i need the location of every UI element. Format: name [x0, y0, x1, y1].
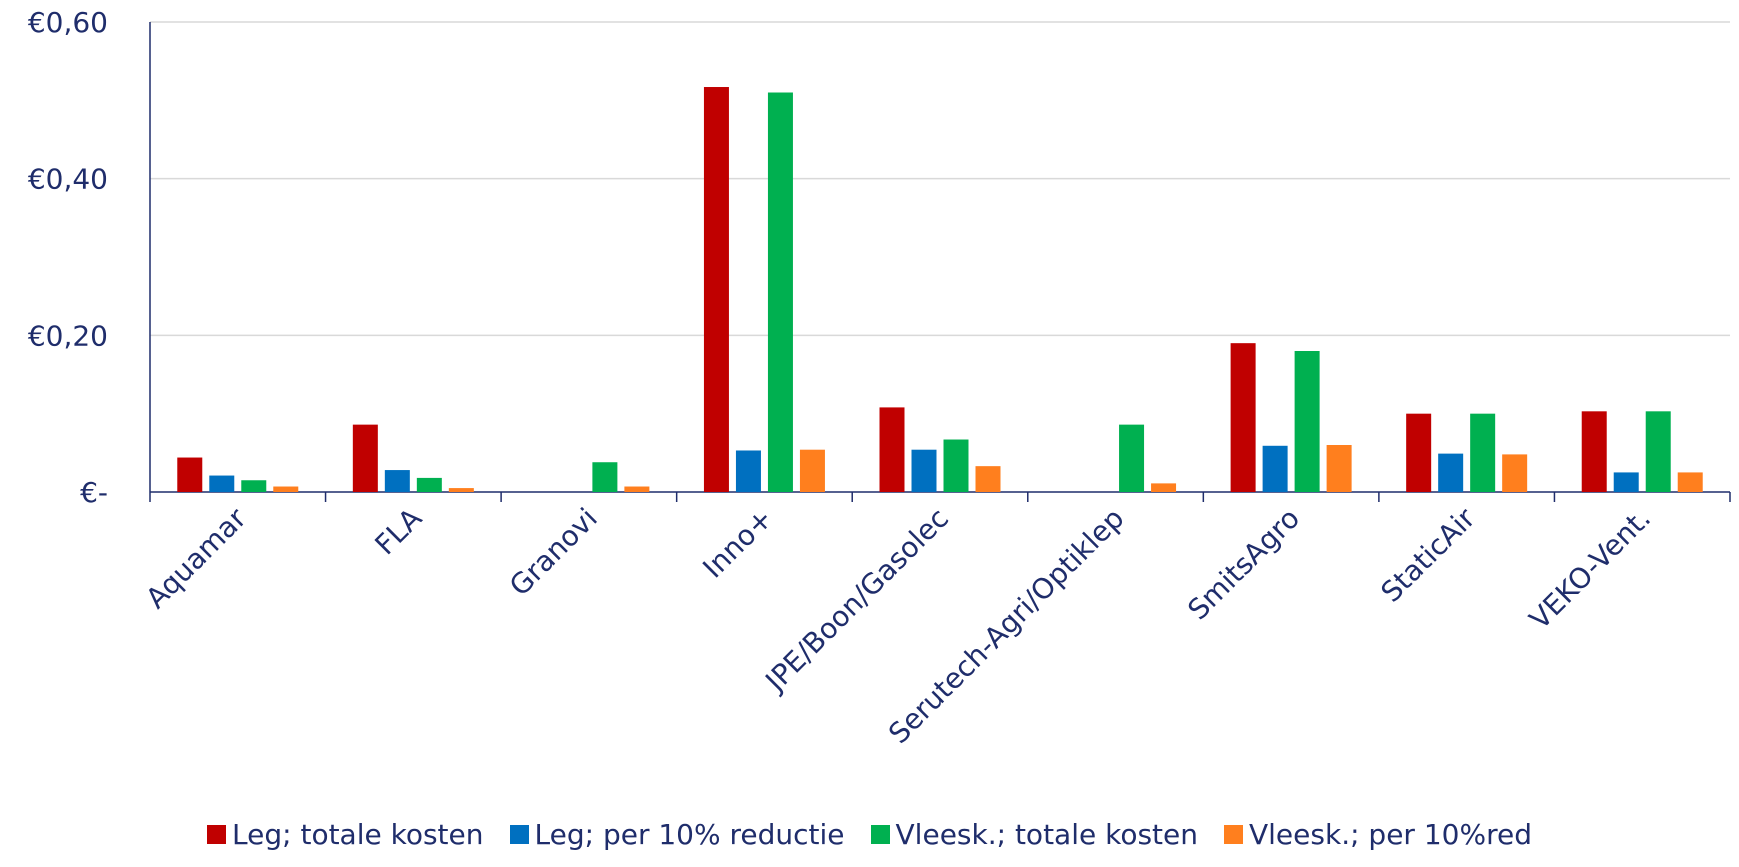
legend-label: Vleesk.; totale kosten — [895, 818, 1198, 851]
bar — [1677, 472, 1703, 492]
bar — [1230, 343, 1256, 492]
bar — [975, 466, 1001, 492]
legend-label: Leg; totale kosten — [232, 818, 484, 851]
bar — [1262, 445, 1288, 492]
bar-chart: €- €0,20 €0,40 €0,60 Aquamar FLA Granovi Inno+J… — [28, 6, 1731, 750]
legend-item: Vleesk.; per 10%red — [1224, 818, 1532, 851]
y-tick-label: €- — [80, 476, 108, 509]
bar — [1119, 424, 1145, 492]
legend-item: Leg; per 10% reductie — [509, 818, 845, 851]
x-tick-label: Aquamar — [139, 501, 253, 615]
bar — [943, 439, 969, 492]
bar — [1645, 411, 1671, 492]
bar — [1151, 483, 1177, 492]
bar — [1581, 411, 1607, 492]
bar — [592, 462, 618, 492]
bar — [1470, 413, 1496, 492]
bar — [624, 486, 650, 492]
legend: Leg; totale kosten Leg; per 10% reductie V… — [0, 818, 1739, 851]
bar — [799, 449, 825, 492]
bar — [703, 87, 729, 493]
bar — [1438, 453, 1464, 492]
legend-item: Vleesk.; totale kosten — [870, 818, 1198, 851]
legend-label: Leg; per 10% reductie — [534, 818, 845, 851]
legend-swatch — [870, 825, 890, 844]
legend-swatch — [1224, 825, 1243, 844]
bar — [384, 470, 410, 492]
bar — [911, 449, 937, 492]
x-tick-label: JPE/Boon/Gasolec — [758, 502, 955, 699]
bar — [879, 407, 905, 492]
legend-swatch — [207, 825, 227, 844]
x-tick-label: Inno+ — [696, 502, 779, 585]
bar — [273, 486, 299, 492]
bar — [448, 488, 474, 492]
bar — [1406, 413, 1432, 492]
bar — [1502, 454, 1528, 492]
bar — [352, 424, 378, 492]
bar — [1326, 445, 1352, 492]
y-tick-label: €0,40 — [28, 163, 108, 196]
bar — [735, 450, 761, 492]
bar — [177, 457, 203, 492]
x-tick-label: VEKO-Vent. — [1523, 502, 1657, 636]
legend-swatch — [509, 825, 529, 844]
bar — [767, 92, 793, 492]
bar — [416, 477, 442, 492]
bar — [1613, 472, 1639, 492]
x-tick-label: FLA — [369, 502, 429, 562]
y-tick-label: €0,60 — [28, 6, 108, 39]
x-tick-label: SmitsAgro — [1181, 502, 1306, 627]
y-tick-label: €0,20 — [28, 319, 108, 352]
bar — [1294, 351, 1320, 492]
x-tick-label: Granovi — [503, 502, 604, 603]
bar — [241, 480, 267, 492]
legend-label: Vleesk.; per 10%red — [1249, 818, 1532, 851]
bar — [209, 475, 235, 492]
x-tick-label: StaticAir — [1374, 501, 1481, 608]
legend-item: Leg; totale kosten — [207, 818, 484, 851]
